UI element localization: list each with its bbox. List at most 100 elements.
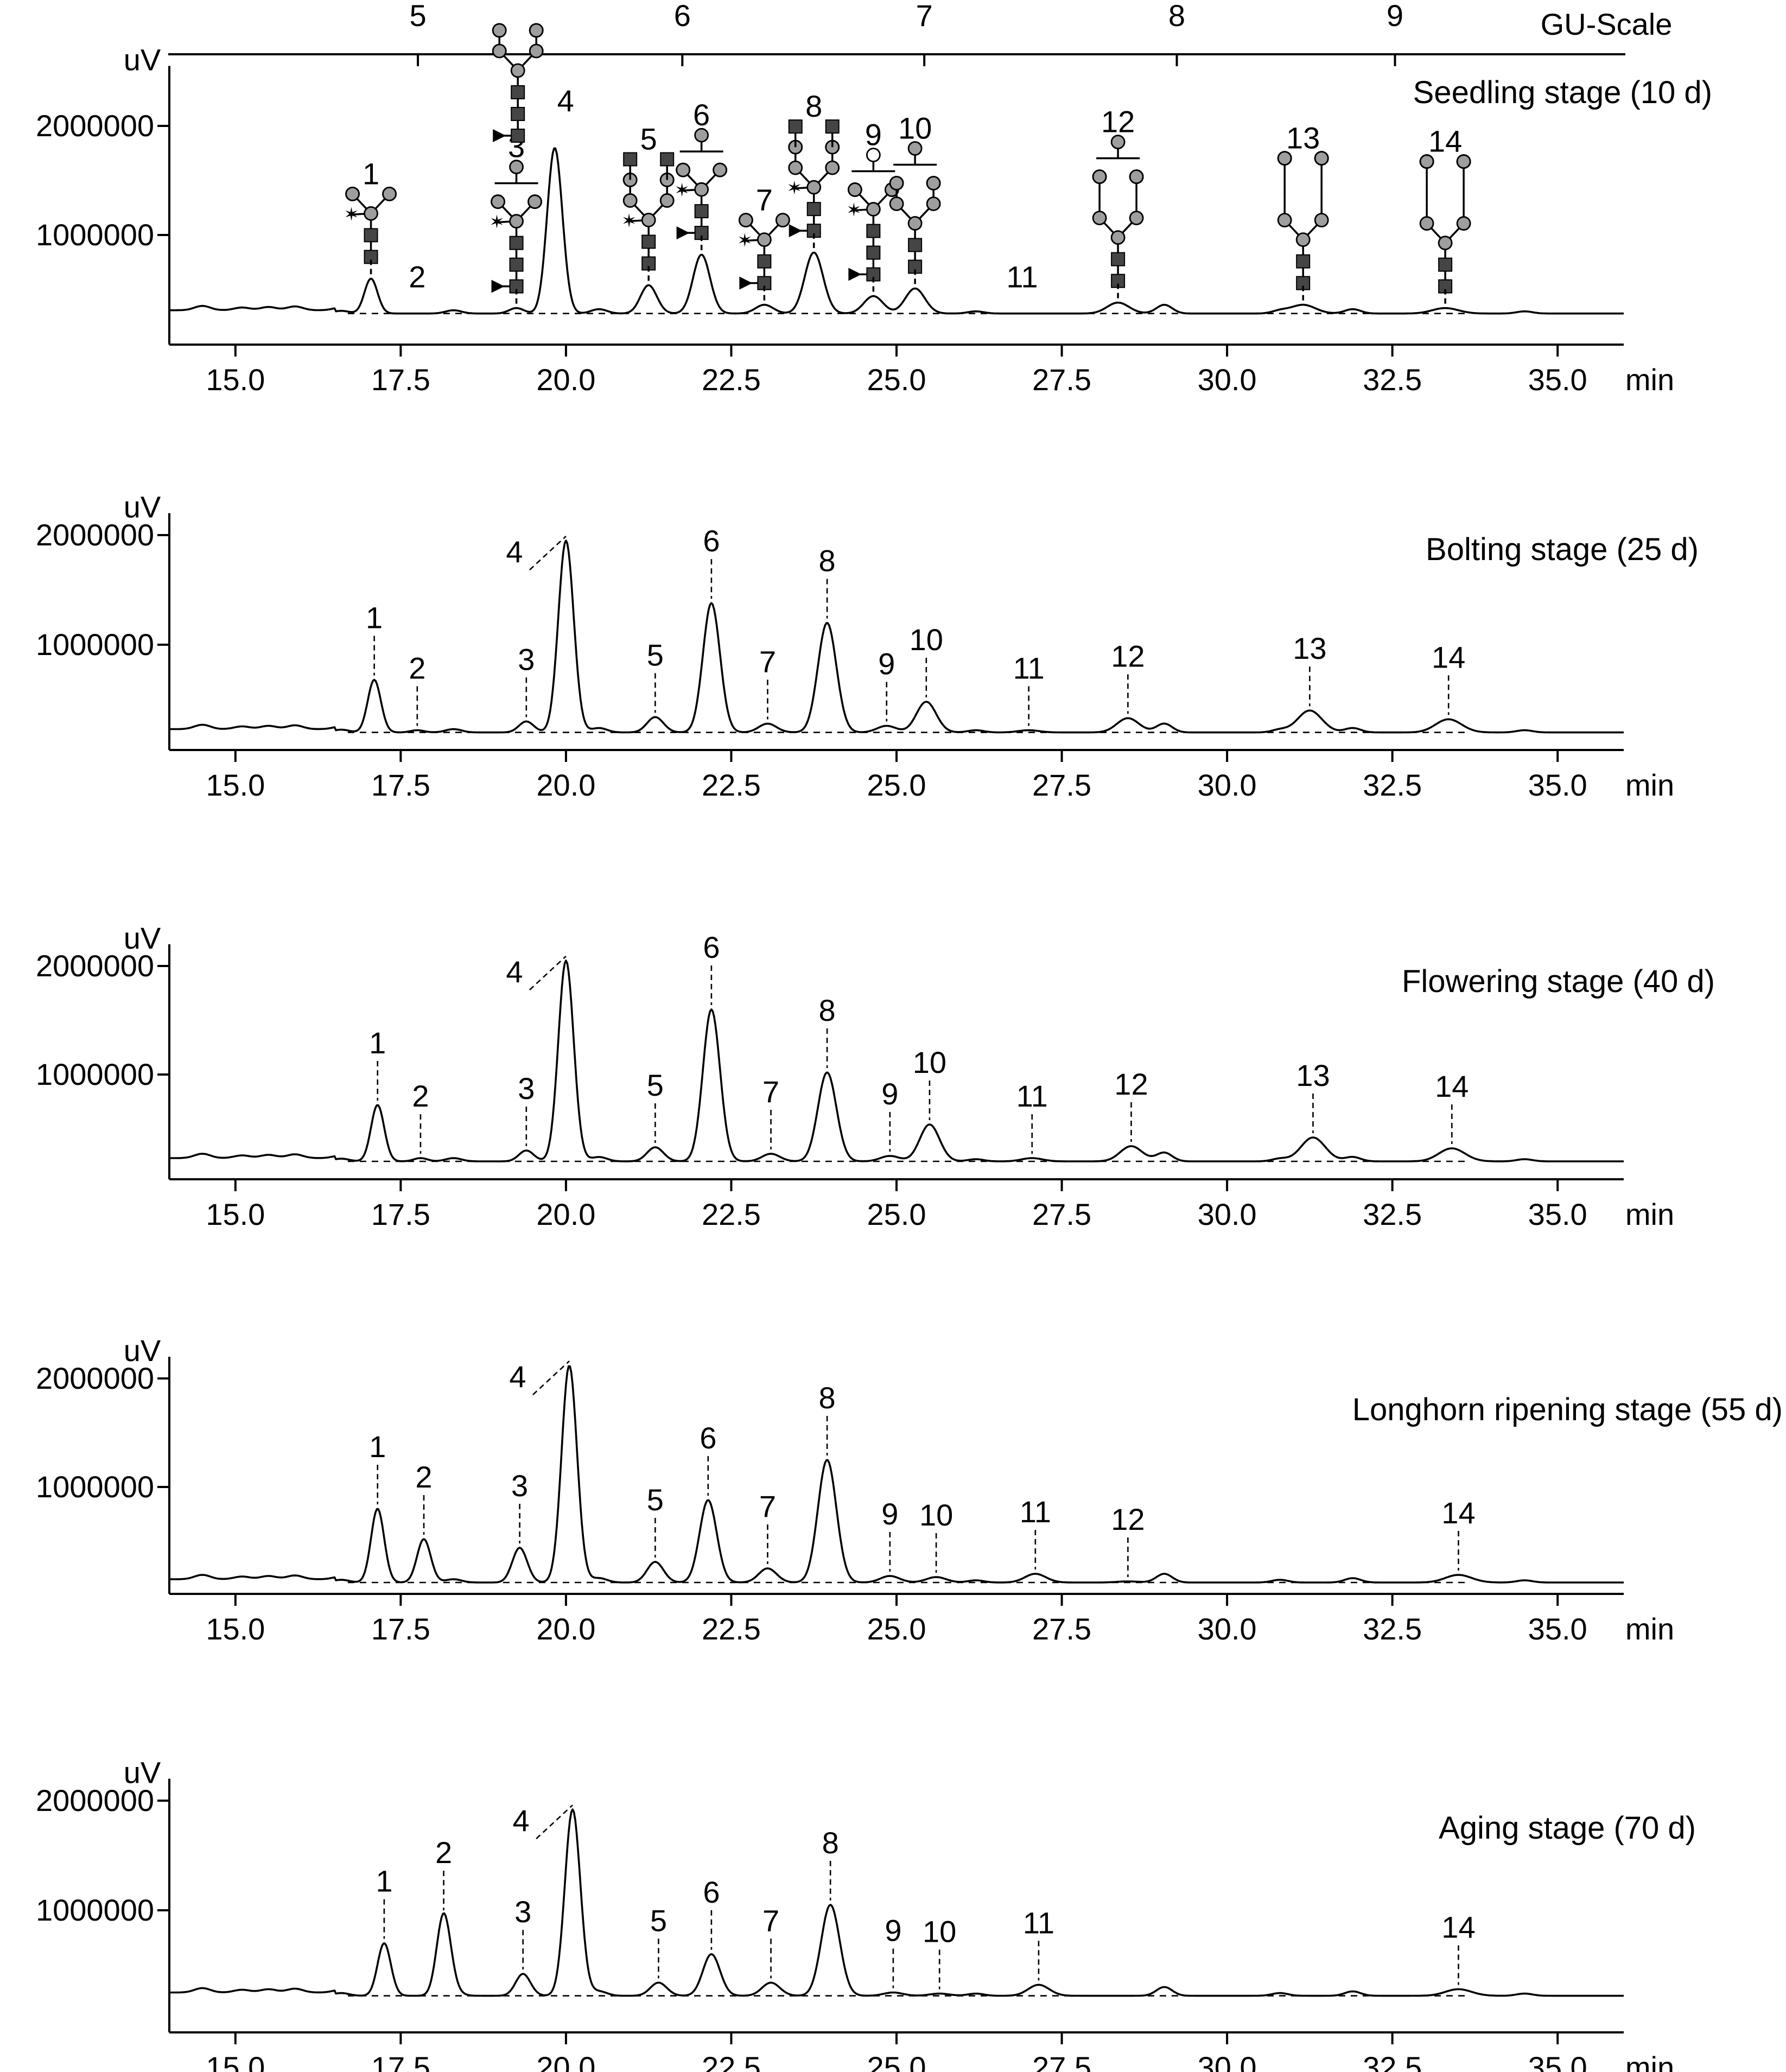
gu-scale-tick-label: 7 [916,0,933,33]
hexose-circle [491,194,505,209]
x-tick-label: 25.0 [867,2050,926,2072]
x-tick-label: 30.0 [1198,768,1257,802]
xylose-star: ✶ [621,211,637,231]
hexose-circle [1110,135,1126,150]
hexnac-square [660,152,675,167]
y-tick-label: 1000000 [36,1057,154,1091]
fucose-triangle [789,224,802,238]
peak-label: 2 [435,1835,452,1870]
x-tick-label: 30.0 [1198,363,1257,397]
hexnac-square [511,85,525,99]
gu-scale-tick-label: 8 [1168,0,1185,33]
hexose-circle [694,182,709,197]
peak-label: 12 [1114,1067,1148,1101]
x-tick-label: 30.0 [1198,1612,1257,1646]
hexnac-square [788,119,803,134]
gu-scale-tick-label: 9 [1387,0,1403,33]
peak-label: 14 [1432,640,1465,674]
peak-label: 5 [650,1903,667,1937]
x-tick-label: 27.5 [1032,1197,1091,1231]
hexose-circle [1092,169,1107,185]
y-tick-label: 1000000 [36,627,154,662]
hexose-circle [866,202,881,217]
peak-label: 14 [1441,1910,1475,1944]
peak-label: 6 [703,1875,720,1909]
hexose-circle [345,186,360,201]
peak-label: 10 [898,111,932,145]
hexose-circle [907,141,923,156]
peak-label: 2 [412,1079,429,1113]
peak-label: 6 [703,930,720,964]
hexnac-square [623,152,638,167]
peak-label: 7 [762,1075,779,1109]
x-tick-label: 22.5 [702,2050,761,2072]
peak-label: 7 [756,183,773,217]
peak-label: 4 [557,84,574,118]
xylose-star: ✶ [846,200,862,221]
peak-label: 5 [647,1068,664,1102]
x-tick-label: 35.0 [1528,2050,1587,2072]
hexose-circle [622,193,638,208]
hexose-circle [1419,216,1434,231]
hexose-circle [1314,151,1329,166]
chromatogram-panel-seedling: uV 1000000 2000000 15.0 17.5 20.0 22.5 25.0 27.5… [36,42,1712,397]
peak-label: 10 [923,1915,956,1949]
chromatogram-trace [169,539,1624,734]
hexnac-square [866,245,881,260]
hexose-circle [775,213,790,228]
peak-label: 14 [1428,124,1462,158]
peak-label: 14 [1435,1069,1469,1103]
peak-label: 10 [919,1498,953,1532]
hexose-circle [889,196,904,211]
peak-label: 8 [819,1381,836,1415]
peak-label: 10 [910,622,943,657]
peak-label: 12 [1111,639,1145,673]
x-tick-label: 15.0 [206,1197,265,1231]
hexose-circle [382,186,397,201]
x-tick-label: 32.5 [1363,1197,1422,1231]
peak-label: 2 [409,260,425,294]
peak-label: 4 [509,1359,526,1394]
xylose-star: ✶ [737,231,753,251]
hexnac-square [509,257,524,272]
peak-label: 5 [647,1483,664,1517]
x-tick-label: 25.0 [867,363,926,397]
hexose-circle [926,196,941,211]
x-tick-label: 15.0 [206,1612,265,1646]
x-tick-label: 15.0 [206,2050,265,2072]
hexose-circle [738,213,753,228]
peak-label: 1 [376,1864,392,1898]
x-tick-label: 17.5 [371,1197,430,1231]
hexnac-square [641,234,656,249]
chromatogram-panel-bolting: uV 1000000 2000000 15.0 17.5 20.0 22.5 25.0 27.5… [36,490,1699,802]
hexose-circle [509,160,524,175]
hexose-circle [1295,232,1311,247]
hexose-circle [806,180,822,195]
peak-leader-line [529,956,567,990]
chromatogram-trace [169,1365,1624,1584]
x-tick-label: 22.5 [702,768,761,802]
peak-label: 8 [819,993,836,1027]
peak-label: 3 [514,1895,531,1929]
hexose-circle [1314,213,1329,228]
hexose-circle [510,63,525,78]
peak-label: 2 [409,651,425,685]
hexose-circle [1438,236,1453,251]
hexnac-square [694,204,709,219]
y-unit-label: uV [124,490,161,524]
y-tick-label: 2000000 [36,518,154,552]
peak-label: 13 [1293,631,1326,665]
hexnac-square [866,224,881,238]
peak-label: 12 [1101,105,1135,139]
y-tick-label: 2000000 [36,1783,154,1817]
hexose-circle [1277,213,1292,228]
x-tick-label: 25.0 [867,1197,926,1231]
x-tick-label: 15.0 [206,363,265,397]
hexose-circle [907,216,923,231]
peak-label: 1 [363,156,379,190]
y-unit-label: uV [124,921,161,955]
peak-label: 1 [366,601,383,635]
panel-title: Aging stage (70 d) [1439,1810,1696,1846]
peak-label: 8 [805,89,822,123]
x-unit-label: min [1625,1197,1674,1231]
